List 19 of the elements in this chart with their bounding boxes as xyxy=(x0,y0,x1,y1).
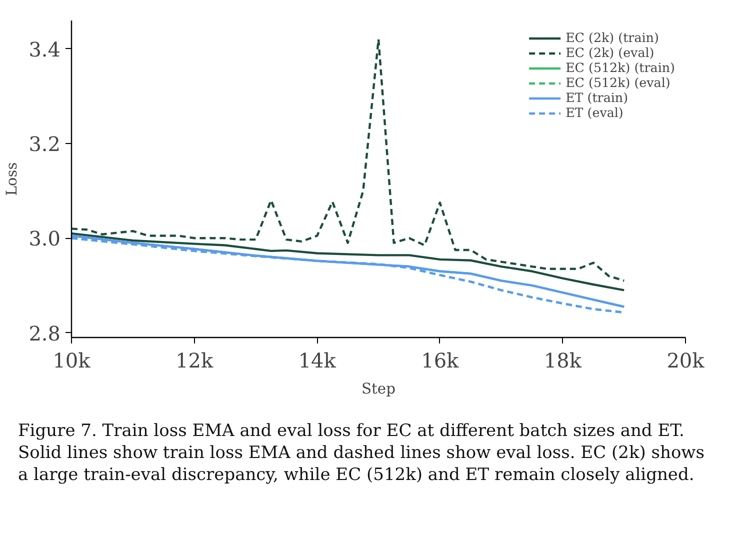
y-axis-title: Loss xyxy=(4,162,21,196)
legend-label: EC (512k) (train) xyxy=(566,60,675,75)
x-tick-label: 18k xyxy=(544,348,582,372)
y-tick-label: 3.0 xyxy=(28,226,61,251)
legend-label: EC (2k) (train) xyxy=(566,30,659,45)
x-axis-title: Step xyxy=(362,380,396,398)
x-tick-label: 16k xyxy=(421,348,460,372)
legend-label: ET (eval) xyxy=(566,105,624,120)
legend-label: ET (train) xyxy=(566,90,628,105)
y-tick-label: 3.2 xyxy=(28,132,61,156)
legend-label: EC (512k) (eval) xyxy=(566,75,670,90)
y-tick-label: 3.4 xyxy=(28,37,61,62)
x-tick-label: 14k xyxy=(298,348,337,372)
x-tick-label: 20k xyxy=(666,348,706,372)
y-tick-label: 2.8 xyxy=(28,321,61,346)
legend-label: EC (2k) (eval) xyxy=(566,45,654,60)
x-tick-label: 12k xyxy=(176,348,214,372)
x-tick-label: 10k xyxy=(52,348,92,372)
caption: Figure 7. Train loss EMA and eval loss for EC at different batch sizes and ET. Solid lines show train loss EMA and dashed lines show eval loss. EC (2k) shows a large train-eval discrepancy, while EC (512k) and ET remain closely aligned. xyxy=(18,420,706,486)
